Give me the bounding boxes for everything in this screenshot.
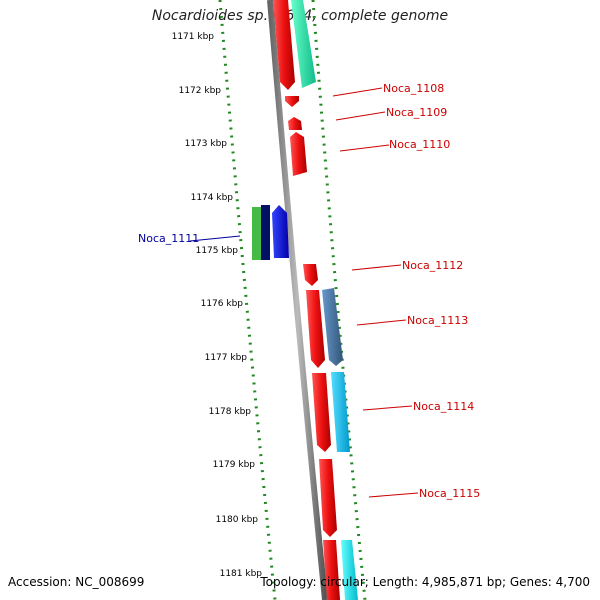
tick-label: 1181 kbp [220, 569, 263, 579]
gene-feature-red-bottom[interactable] [323, 540, 340, 600]
tick-label: 1180 kbp [216, 515, 259, 525]
gene-labels: Noca_1108 Noca_1109 Noca_1110 Noca_1111 Noca… [138, 82, 480, 500]
leader-lines [189, 87, 419, 498]
gene-feature-noca-1114-red[interactable] [312, 373, 331, 452]
gene-feature-noca-1114-cyan[interactable] [331, 372, 350, 452]
topology-text: Topology: circular; Length: 4,985,871 bp… [260, 575, 590, 589]
gene-label-noca-1115[interactable]: Noca_1115 [419, 487, 480, 500]
gene-label-noca-1108[interactable]: Noca_1108 [383, 82, 444, 95]
gene-label-noca-1112[interactable]: Noca_1112 [402, 259, 463, 272]
gene-feature-red-top[interactable] [273, 0, 295, 90]
tick-label: 1174 kbp [191, 193, 234, 203]
gene-label-noca-1113[interactable]: Noca_1113 [407, 314, 468, 327]
outer-dotted-guide [311, 0, 367, 600]
tick-label: 1177 kbp [205, 353, 248, 363]
gene-label-noca-1114[interactable]: Noca_1114 [413, 400, 474, 413]
tick-label: 1179 kbp [213, 460, 256, 470]
gene-feature-blue[interactable] [272, 205, 289, 258]
tick-label: 1176 kbp [201, 299, 244, 309]
genome-backbone [267, 0, 328, 600]
tick-label: 1171 kbp [172, 32, 215, 42]
gene-label-noca-1109[interactable]: Noca_1109 [386, 106, 447, 119]
tick-label: 1173 kbp [185, 139, 228, 149]
gene-label-noca-1111[interactable]: Noca_1111 [138, 232, 199, 245]
gene-feature-noca-1113[interactable] [322, 288, 343, 366]
gene-feature-noca-1108[interactable] [285, 96, 299, 107]
tick-label: 1175 kbp [196, 246, 239, 256]
gene-feature-red-mid[interactable] [306, 290, 325, 368]
gene-feature-noca-1110[interactable] [290, 132, 307, 176]
tick-label: 1178 kbp [209, 407, 252, 417]
gene-feature-green[interactable] [252, 207, 261, 260]
gene-label-noca-1110[interactable]: Noca_1110 [389, 138, 450, 151]
gene-feature-noca-1109[interactable] [288, 117, 302, 130]
gene-feature-noca-1115[interactable] [319, 459, 337, 537]
gene-feature-noca-1112[interactable] [303, 264, 318, 286]
gene-feature-cyan-bottom[interactable] [341, 540, 358, 600]
gene-feature-noca-1111-navy[interactable] [261, 205, 270, 260]
tick-label: 1172 kbp [179, 86, 222, 96]
tick-labels: 1171 kbp 1172 kbp 1173 kbp 1174 kbp 1175 kbp… [172, 32, 263, 579]
gene-feature-teal-top[interactable] [291, 0, 316, 88]
accession-text: Accession: NC_008699 [8, 575, 145, 589]
